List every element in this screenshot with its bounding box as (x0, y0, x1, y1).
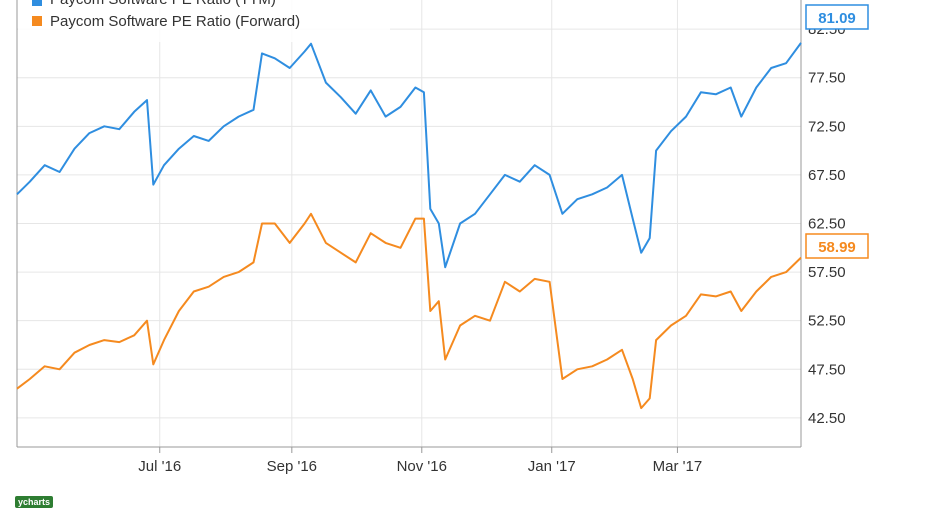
end-label-forward: 58.99 (805, 233, 869, 259)
legend-label-forward: Paycom Software PE Ratio (Forward) (50, 13, 300, 30)
x-tick-label: Mar '17 (653, 458, 703, 475)
ycharts-logo: ycharts (15, 496, 53, 508)
x-tick-label: Nov '16 (397, 458, 447, 475)
end-label-forward-box (805, 233, 869, 259)
y-tick-label: 62.50 (808, 216, 846, 233)
end-label-ttm-value: 81.09 (818, 10, 856, 27)
y-tick-label: 77.50 (808, 70, 846, 87)
series-line-forward (16, 212, 802, 410)
x-tick-label: Sep '16 (267, 458, 317, 475)
end-label-ttm-box (805, 4, 869, 30)
y-axis-tick-labels: 42.50 47.50 52.50 57.50 62.50 67.50 72.50 77.50… (808, 21, 846, 427)
y-tick-label: 52.50 (808, 313, 846, 330)
legend: Paycom Software PE Ratio (TTM) Paycom So… (18, 0, 390, 42)
legend-swatch-ttm (32, 0, 42, 6)
y-tick-label: 67.50 (808, 167, 846, 184)
logo-text: ycharts (17, 497, 51, 507)
legend-swatch-forward (32, 16, 42, 26)
y-tick-label: 42.50 (808, 410, 846, 427)
y-tick-label: 57.50 (808, 264, 846, 281)
y-tick-label: 47.50 (808, 361, 846, 378)
gridlines (16, 0, 802, 453)
x-tick-label: Jan '17 (528, 458, 576, 475)
end-label-ttm: 81.09 (805, 4, 869, 30)
end-label-forward-value: 58.99 (818, 239, 856, 256)
x-tick-label: Jul '16 (138, 458, 181, 475)
legend-background (18, 0, 390, 42)
x-axis-tick-labels: Jul '16 Sep '16 Nov '16 Jan '17 Mar '17 (138, 458, 702, 475)
series-line-ttm (16, 42, 802, 269)
legend-label-ttm: Paycom Software PE Ratio (TTM) (50, 0, 276, 8)
series-lines (16, 42, 802, 410)
y-tick-label: 72.50 (808, 118, 846, 135)
